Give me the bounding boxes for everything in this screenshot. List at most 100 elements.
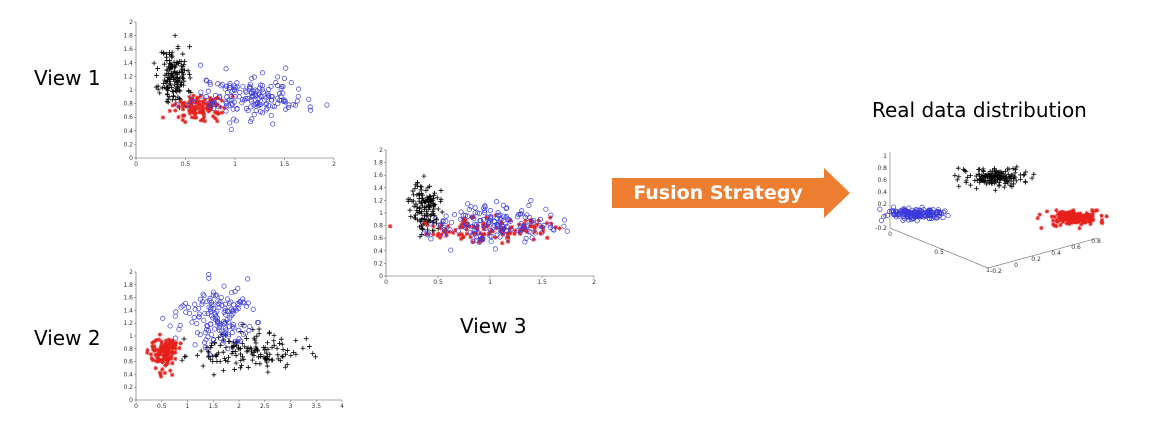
data-point [523, 235, 529, 241]
data-point [276, 97, 282, 103]
data-point [208, 102, 214, 108]
data-point [992, 167, 998, 173]
data-point [176, 114, 181, 120]
data-point [173, 356, 178, 362]
data-point [168, 61, 174, 67]
data-point [206, 109, 211, 114]
z-tick-label: -0.2 [990, 268, 1002, 275]
data-point [236, 302, 242, 308]
data-point [280, 354, 286, 360]
data-point [194, 321, 200, 327]
data-point [145, 350, 150, 355]
data-point [205, 328, 212, 334]
data-point [430, 195, 436, 201]
y-tick-label: 0.8 [123, 101, 133, 108]
data-point [201, 114, 207, 120]
data-point [1003, 168, 1008, 174]
data-point [249, 116, 255, 122]
data-point [930, 211, 936, 217]
data-point [218, 294, 224, 301]
data-point [255, 319, 261, 326]
data-point [158, 374, 164, 379]
data-point [503, 214, 510, 220]
data-point [221, 338, 227, 344]
data-point [987, 169, 993, 174]
data-point [241, 357, 247, 363]
data-point [197, 106, 202, 111]
data-point [275, 356, 281, 362]
data-point [156, 337, 162, 342]
data-point [181, 78, 187, 84]
data-point [935, 208, 941, 215]
data-point [188, 107, 193, 113]
data-point [464, 221, 470, 227]
data-point [530, 220, 536, 226]
data-point [148, 352, 154, 357]
data-point [900, 217, 906, 223]
data-point [432, 190, 437, 196]
data-point [161, 353, 167, 358]
data-point [411, 215, 417, 221]
data-point [494, 232, 500, 238]
data-point [419, 226, 425, 231]
data-point [240, 299, 246, 305]
data-point [229, 344, 234, 350]
data-point [233, 360, 239, 366]
data-point [1054, 219, 1060, 224]
data-point [561, 223, 567, 229]
data-point [976, 167, 982, 173]
data-point [219, 82, 225, 88]
y-tick-label: 1.2 [123, 320, 133, 327]
data-point [965, 174, 971, 180]
data-point [208, 99, 213, 104]
data-point [471, 216, 477, 222]
data-point [1068, 214, 1073, 219]
data-point [160, 367, 165, 372]
data-point [257, 85, 263, 91]
data-point [417, 192, 422, 198]
data-point [183, 309, 189, 315]
data-point [425, 222, 430, 228]
data-point [517, 223, 524, 229]
data-point [196, 102, 201, 108]
data-point [280, 347, 286, 352]
data-point [170, 360, 175, 366]
y-tick-label: 0.6 [877, 177, 887, 184]
data-point [1023, 169, 1029, 175]
data-point [155, 355, 160, 361]
data-point [176, 61, 181, 66]
x-tick-label: 1.5 [208, 403, 218, 410]
data-point [166, 94, 172, 100]
data-point [212, 293, 219, 299]
data-point [265, 369, 271, 375]
data-point [989, 177, 995, 183]
data-point [223, 108, 229, 114]
y-tick-label: 1.4 [123, 60, 133, 67]
data-point [207, 95, 213, 101]
data-point [231, 302, 237, 308]
data-point [251, 335, 257, 341]
view1-label: View 1 [34, 66, 101, 90]
data-point [1013, 167, 1018, 173]
data-point [210, 114, 216, 119]
data-point [437, 235, 443, 240]
data-point [223, 103, 230, 109]
data-point [164, 91, 170, 97]
data-point [270, 357, 276, 363]
data-point [180, 103, 185, 108]
data-point [997, 180, 1002, 186]
data-point [166, 351, 171, 356]
data-point [179, 66, 185, 72]
data-point [207, 352, 213, 358]
data-point [216, 320, 222, 326]
data-point [262, 347, 268, 353]
data-point [187, 75, 193, 81]
data-point [459, 222, 464, 228]
data-point [293, 338, 299, 343]
data-point [247, 81, 253, 87]
data-point [247, 118, 254, 125]
data-point [534, 222, 540, 227]
y-tick-label: 0 [883, 213, 887, 220]
data-point [176, 59, 182, 64]
data-point [1090, 214, 1095, 219]
